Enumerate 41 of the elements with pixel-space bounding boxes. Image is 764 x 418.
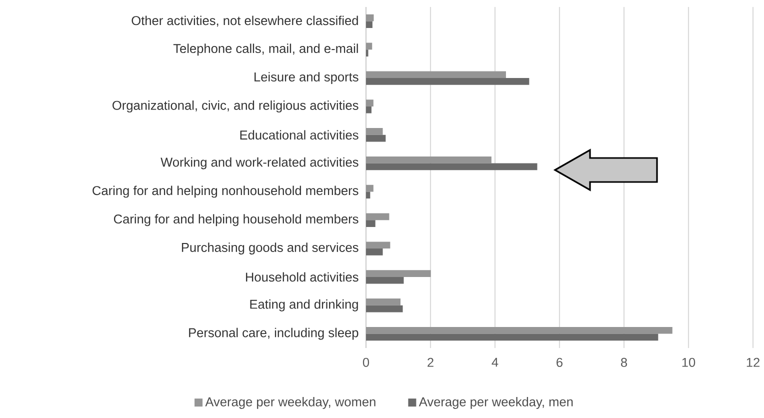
bar (366, 163, 538, 170)
y-tick-label: Eating and drinking (250, 299, 358, 312)
x-tick-label: 8 (621, 358, 628, 367)
bar (366, 156, 492, 164)
y-tick-label: Educational activities (240, 130, 358, 140)
bar (366, 213, 390, 220)
y-tick-label: Personal care, including sleep (189, 328, 358, 340)
bar (366, 21, 372, 28)
y-tick-label: Caring for and helping household members (114, 214, 358, 226)
x-tick-label: 6 (556, 358, 562, 367)
bar (366, 128, 383, 135)
y-tick-label: Purchasing goods and services (182, 242, 358, 255)
bar (366, 78, 530, 85)
y-tick-label: Working and work-related activities (160, 157, 358, 170)
y-tick-label: Organizational, civic, and religious activities (112, 100, 358, 112)
x-tick-label: 10 (682, 358, 696, 367)
bar (366, 134, 386, 142)
bar (366, 100, 374, 106)
y-tick-label: Household activities (246, 272, 358, 282)
bar (366, 248, 383, 256)
bar (366, 276, 404, 284)
y-tick-label: Telephone calls, mail, and e-mail (173, 44, 358, 56)
bar (366, 270, 431, 277)
bar (366, 334, 658, 341)
bar (366, 220, 376, 227)
y-tick-label: Leisure and sports (254, 72, 358, 84)
legend-label: Average per weekday, men (418, 396, 573, 409)
y-tick-label: Caring for and helping nonhousehold members (92, 186, 358, 198)
bar (366, 106, 372, 114)
bar (366, 184, 374, 192)
legend-label: Average per weekday, women (205, 396, 376, 409)
x-tick-label: 4 (492, 358, 498, 367)
x-tick-label: 12 (746, 358, 760, 367)
bar (366, 71, 506, 78)
bar (366, 242, 390, 249)
y-tick-label: Other activities, not elsewhere classified (132, 16, 358, 27)
bar (366, 305, 403, 312)
x-tick-label: 0 (362, 358, 370, 367)
x-tick-label: 2 (428, 358, 434, 367)
bar (366, 298, 401, 306)
bar (366, 326, 672, 334)
